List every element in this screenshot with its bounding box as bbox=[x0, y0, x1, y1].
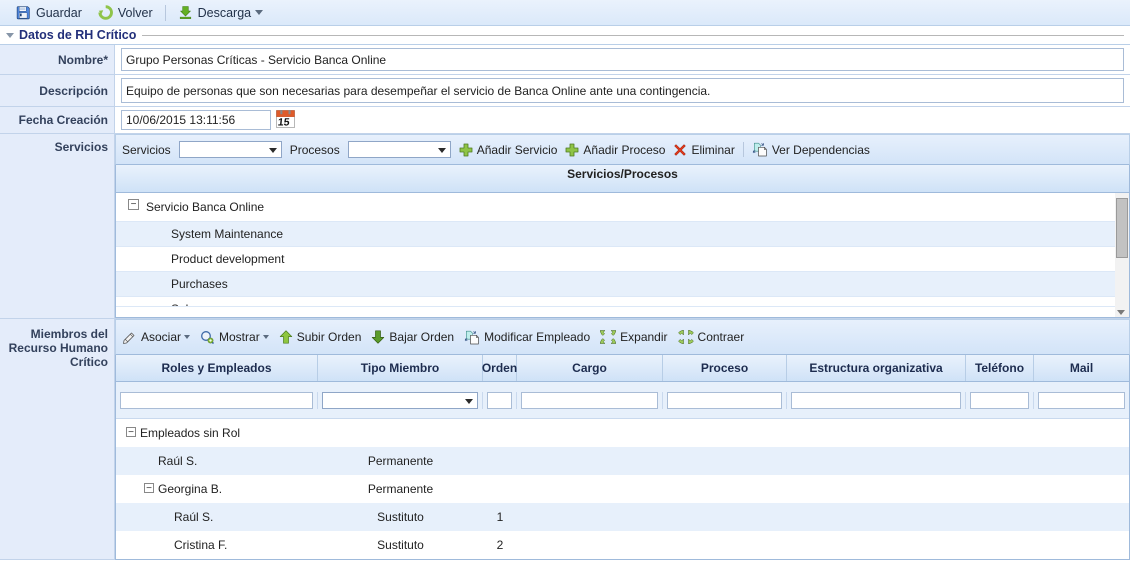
svg-text:15: 15 bbox=[277, 117, 290, 128]
